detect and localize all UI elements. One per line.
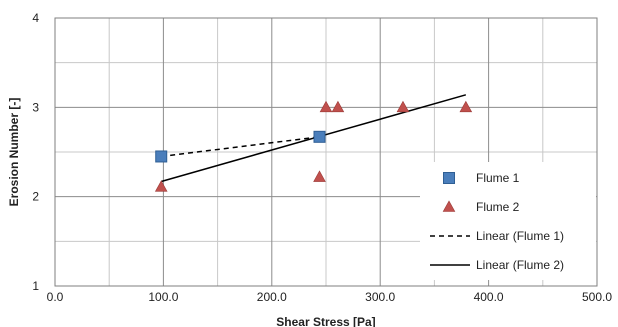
plot-area-border: [54, 17, 598, 287]
legend-label: Flume 1: [476, 171, 520, 185]
legend-label: Linear (Flume 2): [476, 258, 564, 272]
x-tick-label: 0.0: [47, 290, 64, 304]
flume-2-point: [331, 100, 345, 113]
y-axis-title: Erosion Number [-]: [7, 98, 21, 207]
flume-1-point: [155, 150, 168, 163]
x-tick-label: 300.0: [365, 290, 395, 304]
x-tick-labels: 0.0 100.0 200.0 300.0 400.0 500.0: [47, 290, 613, 304]
x-tick-label: 500.0: [582, 290, 612, 304]
flume-2-point: [396, 100, 410, 113]
legend: Flume 1 Flume 2 Linear (Flume 1) Linear (Fl…: [420, 162, 596, 280]
flume-2-point: [313, 170, 326, 182]
trendline-flume-1: [161, 136, 320, 158]
x-tick-label: 200.0: [257, 290, 287, 304]
y-tick-label: 2: [32, 190, 39, 204]
flume-2-point: [459, 100, 473, 113]
flume-2-point: [319, 100, 333, 113]
y-tick-label: 1: [32, 279, 39, 293]
y-tick-label: 4: [32, 11, 39, 25]
flume-2-point: [154, 180, 168, 192]
legend-label: Linear (Flume 1): [476, 229, 564, 243]
legend-label: Flume 2: [476, 200, 520, 214]
x-tick-label: 100.0: [148, 290, 178, 304]
x-tick-label: 400.0: [474, 290, 504, 304]
data-markers: [154, 100, 473, 192]
flume-1-point: [313, 130, 326, 143]
x-axis-title: Shear Stress [Pa]: [276, 315, 375, 327]
legend-square-marker: [443, 172, 455, 184]
y-tick-label: 3: [32, 100, 39, 114]
legend-triangle-marker: [442, 200, 456, 212]
y-tick-labels: 1 2 3 4: [32, 11, 39, 293]
